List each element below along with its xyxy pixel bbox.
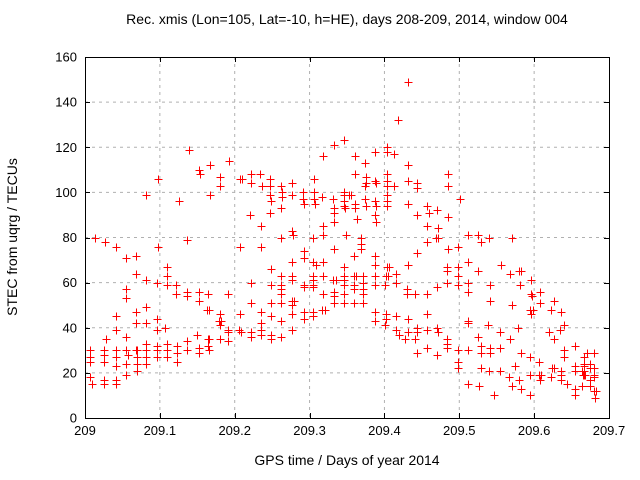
svg-text:60: 60 bbox=[63, 275, 77, 290]
y-tick-labels: 0 20 40 60 80 100 120 140 160 bbox=[55, 50, 77, 426]
svg-text:209: 209 bbox=[74, 423, 96, 438]
svg-text:140: 140 bbox=[55, 95, 77, 110]
svg-text:20: 20 bbox=[63, 365, 77, 380]
svg-text:209.7: 209.7 bbox=[593, 423, 626, 438]
chart-title: Rec. xmis (Lon=105, Lat=-10, h=HE), days… bbox=[126, 11, 568, 27]
svg-text:209.6: 209.6 bbox=[518, 423, 551, 438]
svg-text:160: 160 bbox=[55, 50, 77, 65]
scatter-points bbox=[86, 78, 601, 403]
svg-text:0: 0 bbox=[70, 411, 77, 426]
x-tick-labels: 209 209.1 209.2 209.3 209.4 209.5 209.6 209.7 bbox=[74, 423, 625, 438]
svg-text:209.1: 209.1 bbox=[144, 423, 177, 438]
svg-text:209.4: 209.4 bbox=[368, 423, 401, 438]
svg-text:80: 80 bbox=[63, 230, 77, 245]
svg-text:100: 100 bbox=[55, 185, 77, 200]
svg-text:40: 40 bbox=[63, 320, 77, 335]
svg-text:209.2: 209.2 bbox=[218, 423, 251, 438]
y-axis-label: STEC from uqrg / TECUs bbox=[4, 158, 20, 316]
x-axis-label: GPS time / Days of year 2014 bbox=[254, 452, 440, 468]
svg-text:120: 120 bbox=[55, 140, 77, 155]
svg-text:209.3: 209.3 bbox=[293, 423, 326, 438]
plot-border bbox=[85, 57, 610, 419]
svg-text:209.5: 209.5 bbox=[443, 423, 476, 438]
